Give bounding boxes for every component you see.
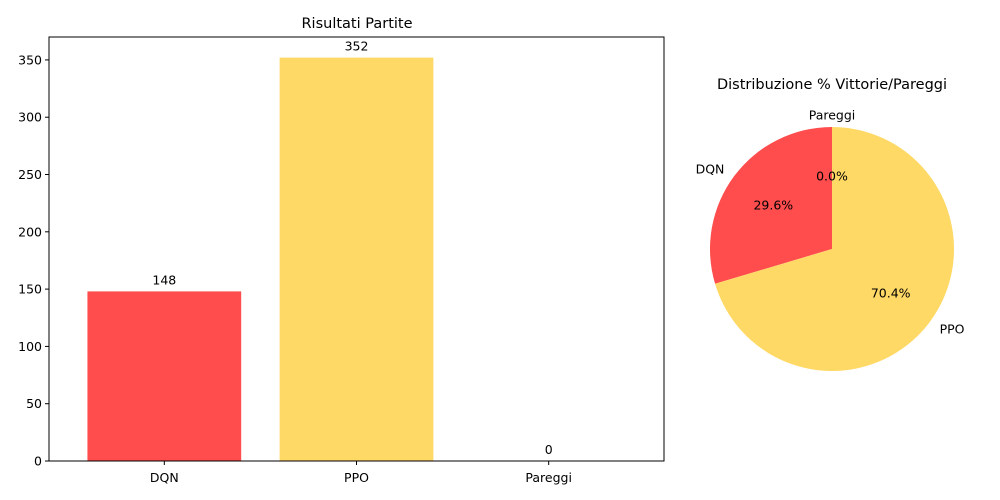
pie-percent-pareggi: 0.0% [816,168,848,183]
y-tick-label: 50 [26,396,42,411]
pie-wedges [710,127,955,372]
pie-wedge-ppo [715,127,955,372]
bar-value-label-pareggi: 0 [545,442,553,457]
y-tick-label: 100 [18,339,42,354]
x-tick-label-dqn: DQN [150,470,179,485]
pie-label-pareggi: Pareggi [809,107,856,122]
y-tick-label: 250 [18,167,42,182]
bar-ppo [279,57,434,462]
bar-value-label-ppo: 352 [345,39,369,54]
pie-wedge-dqn [710,127,832,284]
x-tick-label-pareggi: Pareggi [525,470,572,485]
pie-label-ppo: PPO [940,322,965,337]
pie-percent-dqn: 29.6% [753,198,793,213]
bar-chart-title: Risultati Partite [301,16,412,32]
bar-dqn [87,291,242,461]
bar-value-labels: 148 352 0 [152,39,552,457]
y-tick-label: 0 [34,454,42,469]
x-tick-label-ppo: PPO [344,470,369,485]
y-tick-label: 350 [18,52,42,67]
pie-chart-title: Distribuzione % Vittorie/Pareggi [717,77,947,93]
bar-marks [87,57,434,462]
bar-x-axis-ticks: DQN PPO Pareggi [150,461,572,485]
y-tick-label: 150 [18,282,42,297]
pie-chart: Distribuzione % Vittorie/Pareggi DQN 29.6… [696,77,965,372]
bar-plot-frame [48,36,665,462]
pie-label-dqn: DQN [696,161,725,176]
y-tick-label: 300 [18,110,42,125]
y-tick-label: 200 [18,224,42,239]
bar-y-axis-ticks: 0 50 100 150 200 250 300 350 [18,52,49,469]
pie-percent-ppo: 70.4% [871,285,911,300]
pie-labels: DQN 29.6% PPO 70.4% Pareggi 0.0% [696,107,965,336]
bar-chart: Risultati Partite 050100150200250300350 … [18,16,665,485]
bar-value-label-dqn: 148 [152,272,176,287]
